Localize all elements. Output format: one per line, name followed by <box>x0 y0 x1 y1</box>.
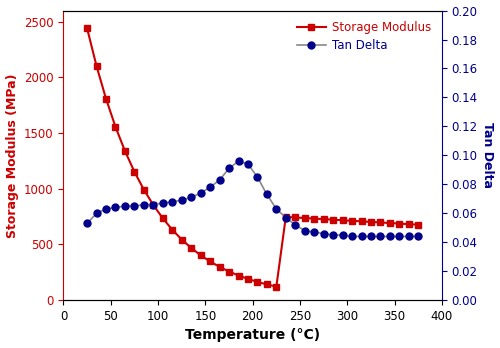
Tan Delta <box>330 233 336 237</box>
Storage Modulus <box>264 282 270 286</box>
Storage Modulus <box>122 149 128 153</box>
Storage Modulus <box>378 220 384 224</box>
Legend: Storage Modulus, Tan Delta: Storage Modulus, Tan Delta <box>292 16 436 57</box>
Storage Modulus <box>406 222 412 226</box>
Storage Modulus <box>245 277 251 281</box>
Tan Delta <box>302 229 308 233</box>
Storage Modulus <box>340 218 345 222</box>
Tan Delta <box>311 230 317 234</box>
Y-axis label: Storage Modulus (MPa): Storage Modulus (MPa) <box>6 73 18 238</box>
X-axis label: Temperature (°C): Temperature (°C) <box>185 329 320 342</box>
Storage Modulus <box>112 125 118 129</box>
Storage Modulus <box>170 228 175 232</box>
Storage Modulus <box>84 26 90 31</box>
Storage Modulus <box>207 259 213 263</box>
Tan Delta <box>292 223 298 227</box>
Tan Delta <box>132 204 138 208</box>
Tan Delta <box>264 192 270 197</box>
Tan Delta <box>283 215 289 220</box>
Storage Modulus <box>292 215 298 220</box>
Tan Delta <box>254 175 260 179</box>
Tan Delta <box>178 198 184 202</box>
Tan Delta <box>387 234 393 238</box>
Tan Delta <box>416 234 422 238</box>
Tan Delta <box>406 234 412 238</box>
Tan Delta <box>150 203 156 207</box>
Tan Delta <box>160 201 166 205</box>
Tan Delta <box>396 234 402 238</box>
Tan Delta <box>207 185 213 189</box>
Storage Modulus <box>302 216 308 220</box>
Tan Delta <box>274 207 280 211</box>
Storage Modulus <box>320 217 326 221</box>
Storage Modulus <box>188 246 194 250</box>
Tan Delta <box>216 178 222 182</box>
Storage Modulus <box>178 237 184 242</box>
Tan Delta <box>236 159 242 163</box>
Storage Modulus <box>330 218 336 222</box>
Line: Tan Delta: Tan Delta <box>84 158 421 240</box>
Storage Modulus <box>274 285 280 289</box>
Storage Modulus <box>198 253 203 257</box>
Tan Delta <box>122 204 128 208</box>
Y-axis label: Tan Delta: Tan Delta <box>482 122 494 188</box>
Storage Modulus <box>358 219 364 223</box>
Tan Delta <box>103 207 109 211</box>
Storage Modulus <box>387 221 393 225</box>
Storage Modulus <box>236 274 242 278</box>
Tan Delta <box>141 203 147 207</box>
Storage Modulus <box>216 265 222 269</box>
Tan Delta <box>340 233 345 237</box>
Storage Modulus <box>254 280 260 284</box>
Tan Delta <box>320 231 326 236</box>
Tan Delta <box>378 234 384 238</box>
Line: Storage Modulus: Storage Modulus <box>84 26 421 290</box>
Storage Modulus <box>416 223 422 227</box>
Tan Delta <box>188 195 194 199</box>
Tan Delta <box>170 200 175 204</box>
Tan Delta <box>84 221 90 226</box>
Tan Delta <box>198 191 203 195</box>
Storage Modulus <box>150 203 156 207</box>
Tan Delta <box>112 205 118 209</box>
Storage Modulus <box>94 64 100 68</box>
Tan Delta <box>94 211 100 215</box>
Tan Delta <box>245 162 251 166</box>
Storage Modulus <box>160 216 166 220</box>
Storage Modulus <box>396 221 402 226</box>
Tan Delta <box>368 234 374 238</box>
Tan Delta <box>226 166 232 171</box>
Storage Modulus <box>349 219 355 223</box>
Storage Modulus <box>368 220 374 224</box>
Storage Modulus <box>103 97 109 101</box>
Storage Modulus <box>132 170 138 174</box>
Storage Modulus <box>226 269 232 274</box>
Storage Modulus <box>311 216 317 221</box>
Tan Delta <box>358 234 364 238</box>
Tan Delta <box>349 234 355 238</box>
Storage Modulus <box>283 215 289 219</box>
Storage Modulus <box>141 188 147 192</box>
